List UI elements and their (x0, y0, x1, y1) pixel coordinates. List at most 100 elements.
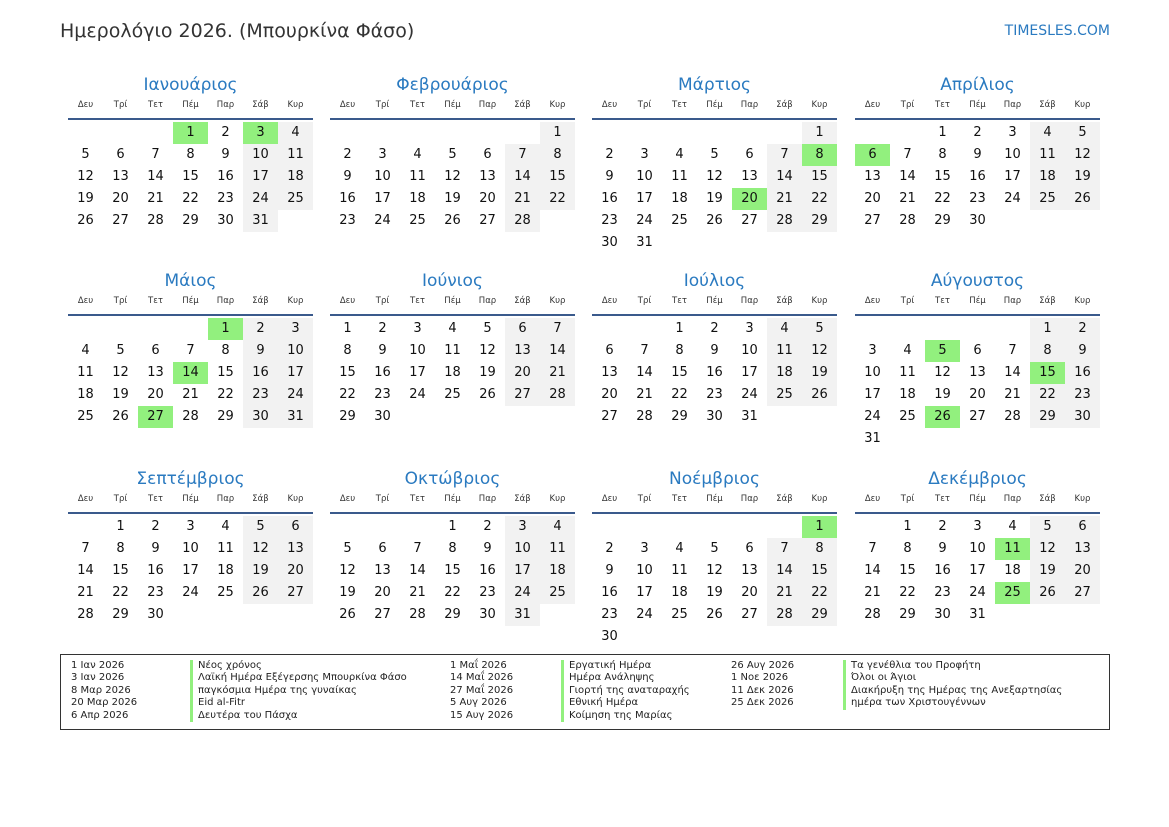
day-cell[interactable]: 7 (540, 318, 575, 340)
day-cell[interactable]: 12 (112, 365, 129, 380)
day-cell[interactable]: 22 (671, 387, 688, 402)
day-cell[interactable]: 4 (81, 343, 90, 358)
day-cell[interactable]: 17 (741, 365, 758, 380)
day-cell[interactable]: 17 (969, 563, 986, 578)
day-cell[interactable]: 27 (112, 213, 129, 228)
day-cell[interactable]: 18 (767, 362, 802, 384)
day-cell[interactable]: 6 (278, 516, 313, 538)
day-cell[interactable]: 7 (767, 538, 802, 560)
day-cell[interactable]: 17 (243, 166, 278, 188)
day-cell[interactable]: 30 (243, 406, 278, 428)
day-cell[interactable]: 3 (973, 519, 982, 534)
day-cell[interactable]: 15 (802, 560, 837, 582)
day-cell[interactable]: 5 (483, 321, 492, 336)
day-cell[interactable]: 16 (479, 563, 496, 578)
day-cell[interactable]: 8 (802, 538, 837, 560)
day-cell[interactable]: 22 (444, 585, 461, 600)
day-cell[interactable]: 30 (934, 607, 951, 622)
day-cell[interactable]: 29 (112, 607, 129, 622)
day-cell[interactable]: 29 (339, 409, 356, 424)
day-cell[interactable]: 10 (409, 343, 426, 358)
day-cell[interactable]: 13 (601, 365, 618, 380)
day-cell[interactable]: 15 (217, 365, 234, 380)
day-cell[interactable]: 17 (505, 560, 540, 582)
day-cell[interactable]: 5 (1030, 516, 1065, 538)
day-cell[interactable]: 25 (278, 188, 313, 210)
day-cell[interactable]: 14 (899, 169, 916, 184)
day-cell[interactable]: 14 (864, 563, 881, 578)
day-cell[interactable]: 31 (278, 406, 313, 428)
day-cell[interactable]: 2 (605, 147, 614, 162)
day-cell[interactable]: 30 (374, 409, 391, 424)
day-cell[interactable]: 5 (710, 147, 719, 162)
day-cell[interactable]: 3 (640, 147, 649, 162)
day-cell[interactable]: 16 (217, 169, 234, 184)
day-cell[interactable]: 11 (1030, 144, 1065, 166)
day-cell[interactable]: 28 (636, 409, 653, 424)
day-cell[interactable]: 23 (217, 191, 234, 206)
holiday-day[interactable]: 3 (243, 122, 278, 144)
day-cell[interactable]: 7 (903, 147, 912, 162)
day-cell[interactable]: 27 (278, 582, 313, 604)
day-cell[interactable]: 17 (864, 387, 881, 402)
day-cell[interactable]: 31 (864, 431, 881, 446)
day-cell[interactable]: 26 (112, 409, 129, 424)
day-cell[interactable]: 20 (147, 387, 164, 402)
day-cell[interactable]: 10 (969, 541, 986, 556)
day-cell[interactable]: 13 (969, 365, 986, 380)
day-cell[interactable]: 12 (1065, 144, 1100, 166)
day-cell[interactable]: 14 (767, 560, 802, 582)
day-cell[interactable]: 19 (444, 191, 461, 206)
day-cell[interactable]: 17 (409, 365, 426, 380)
day-cell[interactable]: 14 (505, 166, 540, 188)
day-cell[interactable]: 30 (706, 409, 723, 424)
day-cell[interactable]: 30 (969, 213, 986, 228)
day-cell[interactable]: 21 (540, 362, 575, 384)
day-cell[interactable]: 18 (899, 387, 916, 402)
day-cell[interactable]: 1 (540, 122, 575, 144)
day-cell[interactable]: 8 (186, 147, 195, 162)
day-cell[interactable]: 28 (864, 607, 881, 622)
day-cell[interactable]: 19 (802, 362, 837, 384)
day-cell[interactable]: 18 (217, 563, 234, 578)
day-cell[interactable]: 11 (409, 169, 426, 184)
day-cell[interactable]: 15 (671, 365, 688, 380)
day-cell[interactable]: 11 (767, 340, 802, 362)
day-cell[interactable]: 21 (505, 188, 540, 210)
holiday-day[interactable]: 5 (925, 340, 960, 362)
day-cell[interactable]: 28 (767, 604, 802, 626)
day-cell[interactable]: 9 (605, 169, 614, 184)
day-cell[interactable]: 17 (182, 563, 199, 578)
day-cell[interactable]: 18 (540, 560, 575, 582)
day-cell[interactable]: 26 (77, 213, 94, 228)
day-cell[interactable]: 21 (767, 188, 802, 210)
day-cell[interactable]: 9 (973, 147, 982, 162)
day-cell[interactable]: 13 (479, 169, 496, 184)
day-cell[interactable]: 5 (1065, 122, 1100, 144)
day-cell[interactable]: 8 (448, 541, 457, 556)
day-cell[interactable]: 24 (969, 585, 986, 600)
day-cell[interactable]: 21 (767, 582, 802, 604)
day-cell[interactable]: 9 (605, 563, 614, 578)
day-cell[interactable]: 10 (505, 538, 540, 560)
day-cell[interactable]: 2 (243, 318, 278, 340)
day-cell[interactable]: 4 (903, 343, 912, 358)
day-cell[interactable]: 2 (378, 321, 387, 336)
day-cell[interactable]: 30 (147, 607, 164, 622)
day-cell[interactable]: 23 (706, 387, 723, 402)
day-cell[interactable]: 27 (601, 409, 618, 424)
day-cell[interactable]: 14 (636, 365, 653, 380)
holiday-day[interactable]: 15 (1030, 362, 1065, 384)
day-cell[interactable]: 29 (182, 213, 199, 228)
day-cell[interactable]: 26 (243, 582, 278, 604)
day-cell[interactable]: 30 (601, 235, 618, 250)
day-cell[interactable]: 14 (409, 563, 426, 578)
day-cell[interactable]: 25 (671, 607, 688, 622)
day-cell[interactable]: 23 (601, 213, 618, 228)
day-cell[interactable]: 31 (505, 604, 540, 626)
holiday-day[interactable]: 1 (208, 318, 243, 340)
day-cell[interactable]: 7 (1008, 343, 1017, 358)
day-cell[interactable]: 24 (741, 387, 758, 402)
day-cell[interactable]: 27 (741, 607, 758, 622)
day-cell[interactable]: 26 (479, 387, 496, 402)
